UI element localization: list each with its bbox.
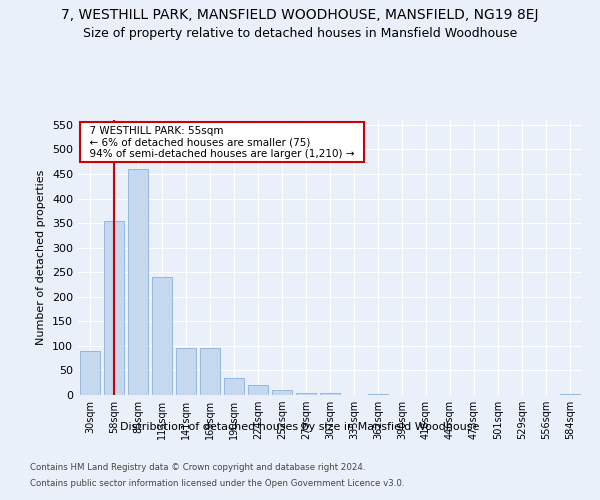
Text: Size of property relative to detached houses in Mansfield Woodhouse: Size of property relative to detached ho… bbox=[83, 28, 517, 40]
Bar bbox=[248, 385, 268, 395]
Text: 7, WESTHILL PARK, MANSFIELD WOODHOUSE, MANSFIELD, NG19 8EJ: 7, WESTHILL PARK, MANSFIELD WOODHOUSE, M… bbox=[61, 8, 539, 22]
Y-axis label: Number of detached properties: Number of detached properties bbox=[37, 170, 46, 345]
Bar bbox=[176, 348, 196, 395]
Bar bbox=[272, 390, 292, 395]
Bar bbox=[320, 392, 340, 395]
Bar bbox=[104, 220, 124, 395]
Text: Contains HM Land Registry data © Crown copyright and database right 2024.: Contains HM Land Registry data © Crown c… bbox=[30, 464, 365, 472]
Text: 7 WESTHILL PARK: 55sqm  
  ← 6% of detached houses are smaller (75)  
  94% of s: 7 WESTHILL PARK: 55sqm ← 6% of detached … bbox=[83, 126, 361, 158]
Bar bbox=[368, 394, 388, 395]
Text: Distribution of detached houses by size in Mansfield Woodhouse: Distribution of detached houses by size … bbox=[121, 422, 479, 432]
Bar bbox=[80, 351, 100, 395]
Bar bbox=[224, 378, 244, 395]
Bar bbox=[200, 348, 220, 395]
Bar bbox=[560, 394, 580, 395]
Bar bbox=[296, 392, 316, 395]
Bar bbox=[128, 169, 148, 395]
Bar bbox=[152, 277, 172, 395]
Text: Contains public sector information licensed under the Open Government Licence v3: Contains public sector information licen… bbox=[30, 478, 404, 488]
